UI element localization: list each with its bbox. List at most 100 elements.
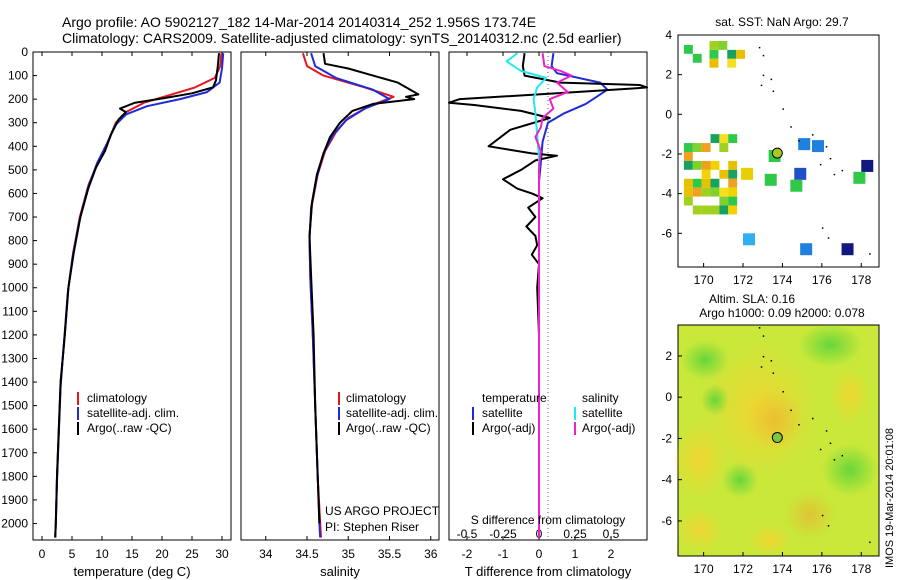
x-tick-label: 10 bbox=[95, 547, 109, 561]
difference-series bbox=[448, 52, 648, 538]
sla-high-region bbox=[747, 390, 803, 450]
island-dot bbox=[825, 146, 828, 148]
x-tick-label: 5 bbox=[69, 547, 76, 561]
y-tick-label: 1800 bbox=[1, 469, 28, 483]
temperature-series bbox=[54, 53, 225, 538]
sst-cell bbox=[719, 169, 729, 179]
island-dot bbox=[841, 454, 844, 457]
sst-cell bbox=[812, 140, 824, 153]
map-y-tick-label: -6 bbox=[661, 514, 672, 528]
y-tick-label: 0 bbox=[21, 45, 28, 59]
y-tick-label: 100 bbox=[8, 69, 28, 83]
sst-cell bbox=[683, 143, 693, 152]
island-dot bbox=[760, 366, 763, 368]
sst-cell bbox=[728, 169, 738, 179]
island-dot bbox=[827, 237, 830, 239]
x-tick-label: 1 bbox=[572, 547, 579, 561]
sst-cell bbox=[841, 243, 854, 256]
y-tick-label: 1000 bbox=[1, 281, 28, 295]
island-dot bbox=[762, 335, 765, 337]
island-dot bbox=[821, 227, 824, 229]
sst-cell bbox=[798, 138, 811, 151]
y-tick-label: 1500 bbox=[1, 399, 28, 413]
island-dot bbox=[869, 541, 871, 544]
sla-low-region bbox=[822, 444, 878, 496]
sst-cell bbox=[710, 178, 720, 188]
island-dot bbox=[762, 355, 765, 358]
y-tick-label: 2000 bbox=[1, 516, 28, 530]
s-tick-label: -0.25 bbox=[489, 527, 517, 541]
sst-cell bbox=[861, 159, 874, 172]
map-x-tick-label: 172 bbox=[733, 562, 753, 576]
sla-map-panel: Altim. SLA: 0.16 Argo h1000: 0.09 h2000:… bbox=[661, 292, 880, 576]
sst-cells bbox=[683, 40, 874, 256]
sst-cell bbox=[719, 143, 729, 152]
island-dot bbox=[821, 514, 824, 517]
sst-cell bbox=[710, 187, 720, 197]
sst-cell bbox=[683, 44, 693, 54]
sst-cell bbox=[719, 205, 729, 215]
island-dot bbox=[772, 372, 775, 374]
sst-cell bbox=[701, 205, 711, 215]
y-tick-label: 200 bbox=[8, 92, 28, 106]
sla-low-region bbox=[681, 340, 729, 380]
island-dot bbox=[825, 430, 828, 432]
x-tick-label: 30 bbox=[215, 547, 229, 561]
sst-cell bbox=[800, 243, 813, 256]
sst-cell bbox=[683, 196, 693, 206]
legend-label-climatology: climatology bbox=[87, 391, 147, 405]
x-tick-label: 36 bbox=[424, 547, 438, 561]
sla-high-region bbox=[672, 420, 728, 500]
sla-map-title-line1: Altim. SLA: 0.16 bbox=[709, 292, 795, 306]
x-tick-label: 2 bbox=[608, 547, 615, 561]
sst-cell bbox=[736, 49, 746, 59]
sst-cell bbox=[853, 171, 866, 184]
y-tick-label: 1200 bbox=[1, 328, 28, 342]
island-dot bbox=[772, 90, 775, 93]
series-line-argo-raw-qc- bbox=[308, 53, 420, 524]
island-dot bbox=[812, 134, 814, 136]
sla-high-region bbox=[748, 524, 792, 556]
map-x-tick-label: 176 bbox=[812, 562, 832, 576]
x-tick-label: 35.5 bbox=[378, 547, 402, 561]
island-dot bbox=[829, 157, 832, 160]
sst-cell bbox=[727, 58, 737, 68]
legend-label-climatology: climatology bbox=[346, 391, 406, 405]
temperature-panel: 0100200300400500600700800900100011001200… bbox=[1, 45, 232, 579]
y-tick-label: 1100 bbox=[2, 304, 28, 318]
sst-cell bbox=[683, 160, 693, 170]
x-tick-label: 25 bbox=[185, 547, 199, 561]
x-tick-label: 35 bbox=[342, 547, 356, 561]
s-tick-label: 0.25 bbox=[563, 527, 587, 541]
sst-map-title: sat. SST: NaN Argo: 29.7 bbox=[715, 15, 849, 29]
x-tick-label: 34.5 bbox=[295, 547, 319, 561]
legend-label-argo: Argo(..raw -QC) bbox=[87, 421, 172, 435]
sla-map-ticks: 170 172 174 176 178 2 0 -2 -4 -6 bbox=[661, 349, 871, 576]
island-dot bbox=[841, 169, 844, 172]
sst-cell bbox=[692, 143, 702, 152]
y-tick-label: 800 bbox=[8, 234, 28, 248]
island-dot bbox=[782, 391, 784, 393]
project-label: US ARGO PROJECT bbox=[325, 504, 440, 518]
temperature-legend: climatology satellite-adj. clim. Argo(..… bbox=[77, 391, 179, 435]
island-dot bbox=[833, 173, 836, 176]
sla-high-region bbox=[676, 508, 724, 552]
sla-low-region bbox=[798, 323, 862, 367]
sla-field bbox=[672, 323, 878, 556]
sst-cell bbox=[709, 58, 719, 68]
y-tick-label: 600 bbox=[8, 186, 28, 200]
sst-cell bbox=[701, 143, 711, 152]
sst-map-panel: sat. SST: NaN Argo: 29.7 170 172 174 176 178… bbox=[661, 15, 880, 287]
legend-label-sal-argo: Argo(-adj) bbox=[582, 421, 635, 435]
island-dot bbox=[770, 360, 773, 362]
figure-title-line2: Climatology: CARS2009. Satellite-adjuste… bbox=[62, 30, 622, 46]
sst-cell bbox=[709, 40, 719, 50]
y-tick-label: 1700 bbox=[1, 446, 28, 460]
island-dot bbox=[762, 74, 765, 77]
sst-cell bbox=[790, 179, 803, 192]
sst-cell bbox=[710, 160, 720, 170]
legend-title-salinity: salinity bbox=[582, 391, 619, 405]
sst-cell bbox=[683, 151, 693, 161]
sst-cell bbox=[718, 40, 728, 50]
